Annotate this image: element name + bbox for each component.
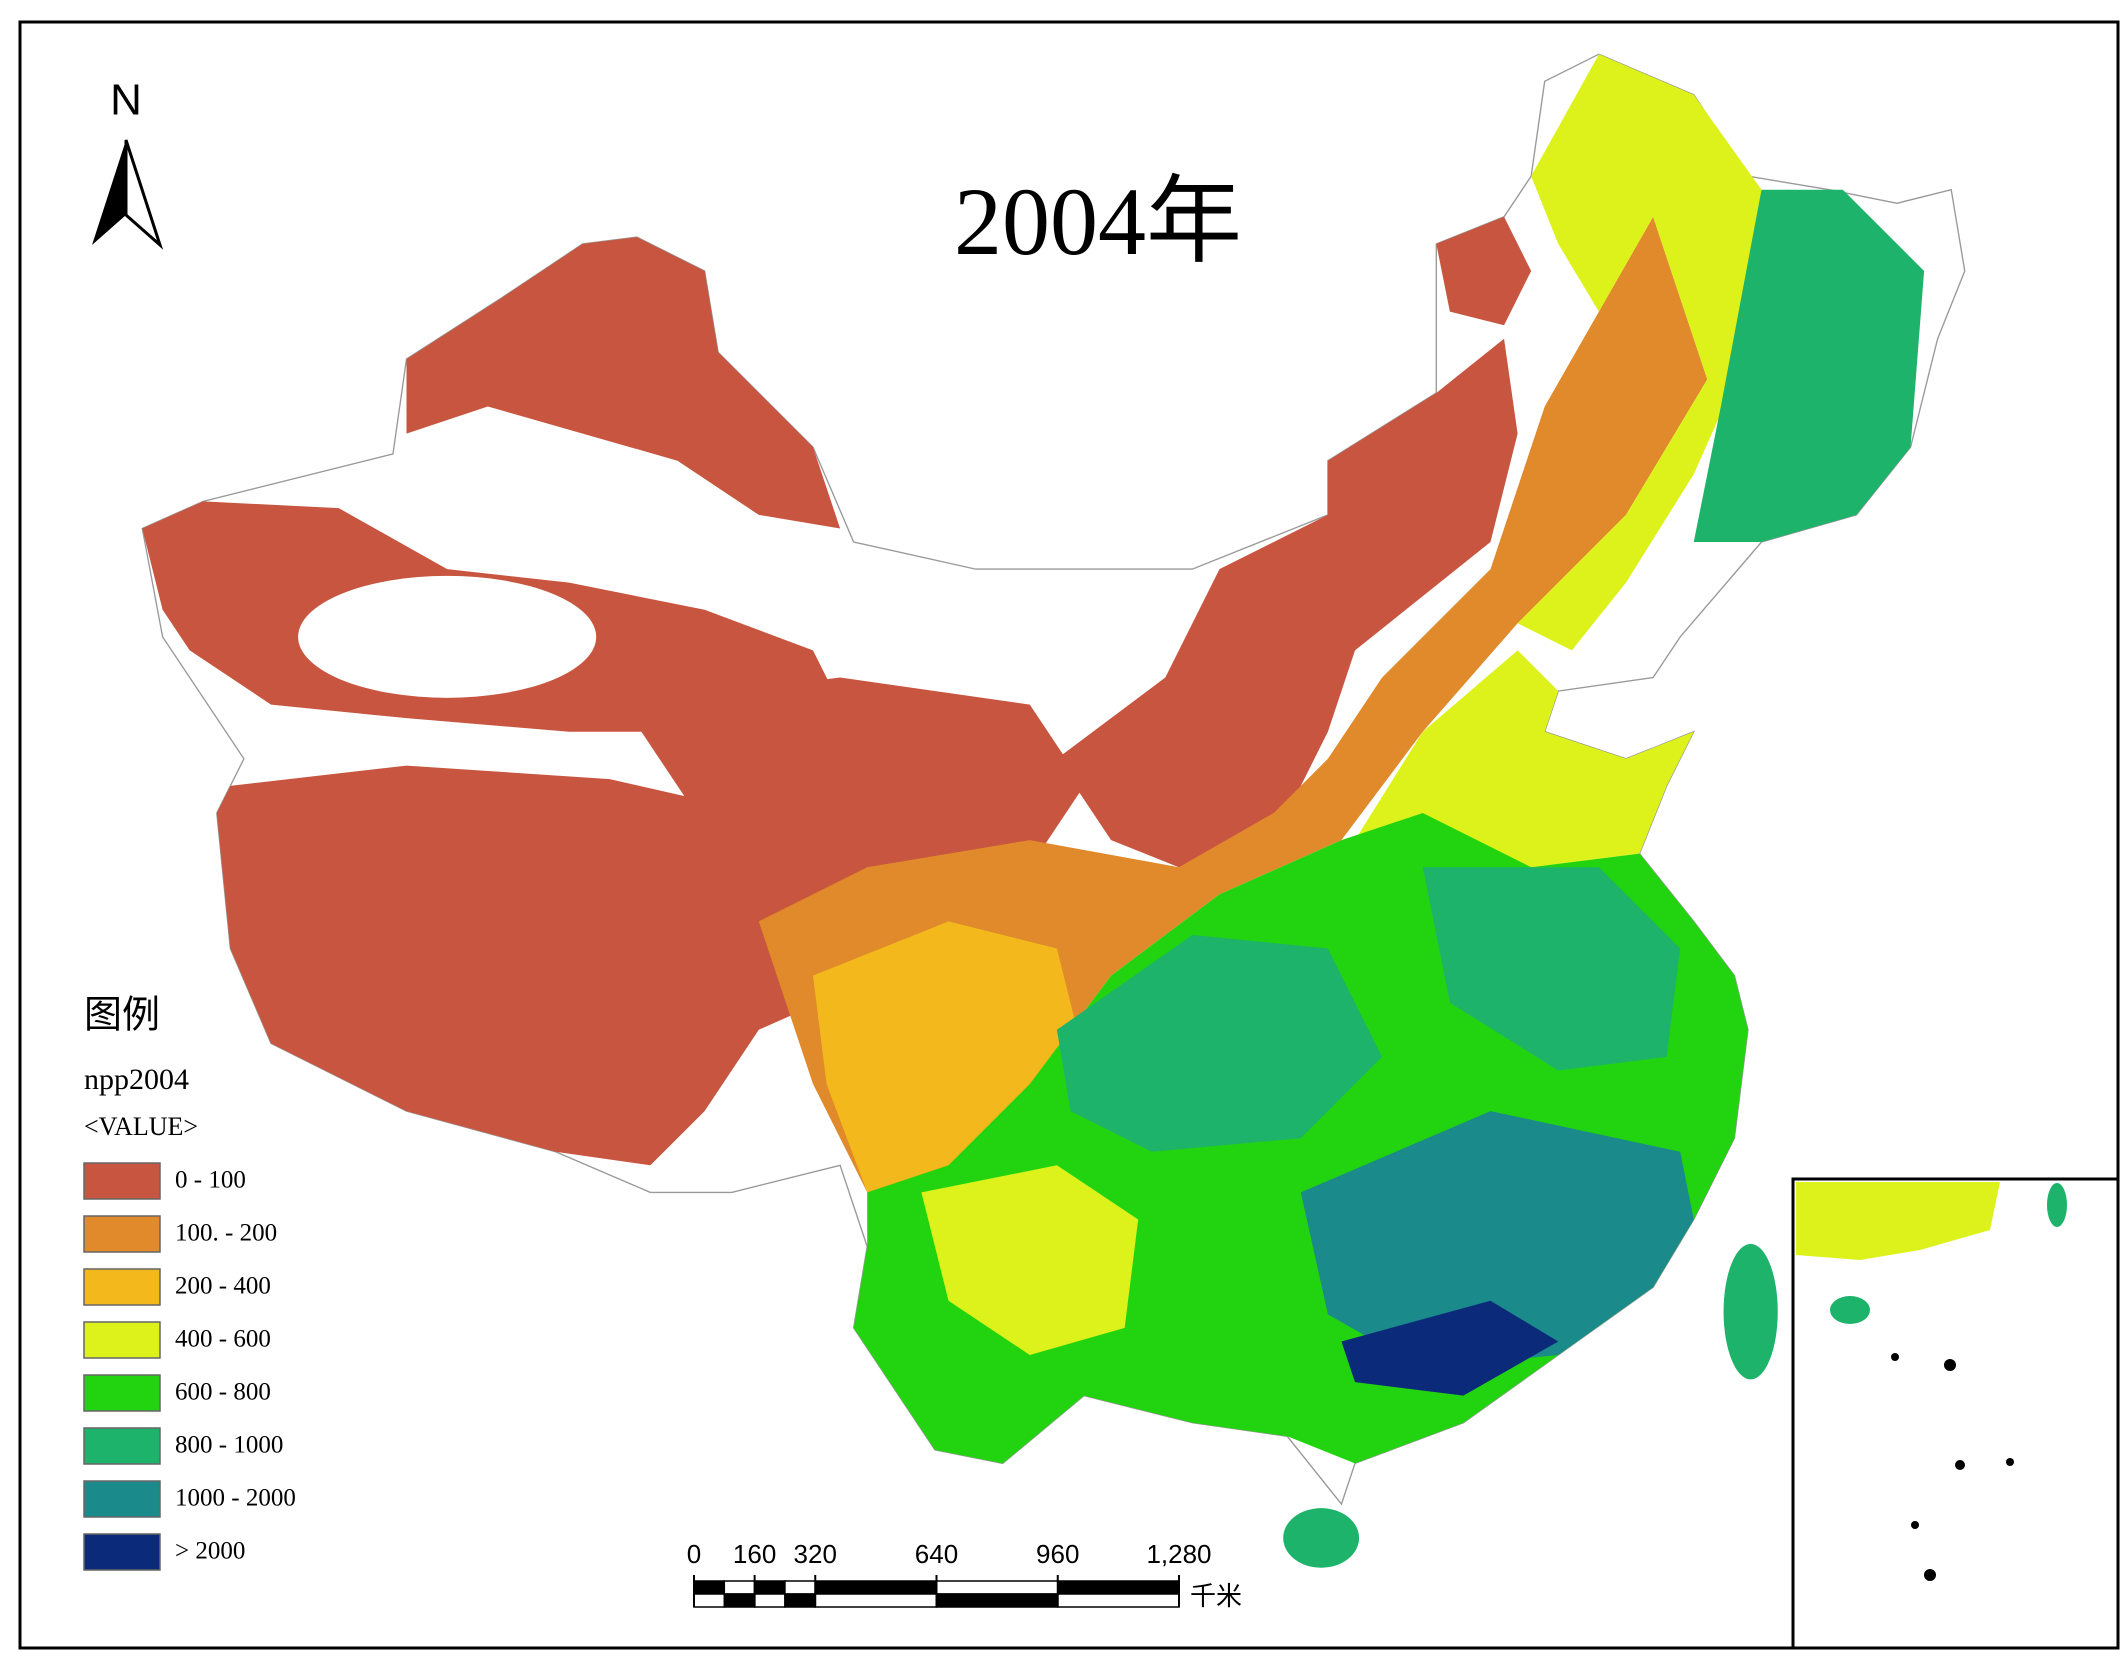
legend-layer: npp2004 <box>84 1063 189 1096</box>
legend-swatch <box>83 1162 161 1200</box>
legend: 图例 npp2004 <VALUE> 0 - 100 100. - 200 200 … <box>83 995 296 1571</box>
legend-label: 1000 - 2000 <box>175 1485 296 1512</box>
region-hulunbuir <box>1436 216 1532 326</box>
legend-swatch <box>83 1533 161 1571</box>
legend-swatch <box>83 1374 161 1412</box>
legend-label: 200 - 400 <box>175 1273 271 1300</box>
scale-bar: 千米 0 160 320 640 960 1,280 <box>687 1539 1242 1611</box>
inset-hainan <box>1830 1296 1870 1324</box>
scale-segment <box>784 1593 816 1608</box>
taiwan <box>1723 1243 1778 1380</box>
scale-label: 160 <box>733 1539 776 1569</box>
north-label: N <box>110 76 142 125</box>
scale-label: 960 <box>1036 1539 1079 1569</box>
region-north-plain <box>1355 650 1694 868</box>
hainan <box>1283 1508 1360 1568</box>
region-northeast <box>1517 54 1762 651</box>
scale-label: 640 <box>915 1539 958 1569</box>
legend-label: 100. - 200 <box>175 1220 277 1247</box>
scale-segment <box>693 1580 726 1595</box>
north-arrow: N <box>92 76 164 250</box>
region-qinghai <box>623 677 1084 868</box>
legend-swatch <box>83 1268 161 1306</box>
region-xinjiang-north <box>406 237 841 529</box>
inset-land <box>1796 1182 2000 1260</box>
scale-segment <box>935 1580 1059 1595</box>
scale-label: 0 <box>687 1539 701 1569</box>
scale-unit: 千米 <box>1190 1582 1242 1611</box>
inset-map <box>1791 1177 2120 1650</box>
inset-taiwan <box>2047 1183 2067 1227</box>
legend-label: 800 - 1000 <box>175 1432 283 1459</box>
region-southeast <box>1300 1111 1694 1369</box>
region-inner-mongolia <box>1056 338 1518 868</box>
legend-swatch <box>83 1215 161 1253</box>
region-yunnan <box>921 1165 1139 1355</box>
inset-islands <box>1891 1353 2014 1581</box>
legend-swatch <box>83 1321 161 1359</box>
scale-label: 1,280 <box>1146 1539 1211 1569</box>
china-map <box>141 53 1966 1568</box>
scale-segment <box>814 1593 938 1608</box>
legend-label: 0 - 100 <box>175 1167 246 1194</box>
scale-segment <box>935 1593 1059 1608</box>
scale-segment <box>784 1580 816 1595</box>
legend-swatch <box>83 1427 161 1465</box>
region-ne-forest <box>1693 189 1925 542</box>
scale-segment <box>723 1580 756 1595</box>
scale-label: 320 <box>794 1539 837 1569</box>
region-east <box>1422 867 1681 1071</box>
scale-segment <box>1057 1580 1180 1595</box>
legend-label: > 2000 <box>175 1538 245 1565</box>
legend-label: 600 - 800 <box>175 1379 271 1406</box>
region-sichuan <box>1056 934 1383 1152</box>
scale-segment <box>753 1580 786 1595</box>
scale-segment <box>693 1593 726 1608</box>
legend-field: <VALUE> <box>84 1112 198 1141</box>
scale-segment <box>723 1593 756 1608</box>
scale-segment <box>1057 1593 1180 1608</box>
legend-label: 400 - 600 <box>175 1326 271 1353</box>
region-nanling <box>1341 1300 1559 1396</box>
tarim-basin <box>298 575 597 698</box>
legend-swatch <box>83 1480 161 1518</box>
map-title: 2004年 <box>954 168 1242 275</box>
legend-title: 图例 <box>84 995 160 1037</box>
scale-segment <box>814 1580 938 1595</box>
scale-segment <box>753 1593 786 1608</box>
region-tibet <box>216 765 949 1166</box>
